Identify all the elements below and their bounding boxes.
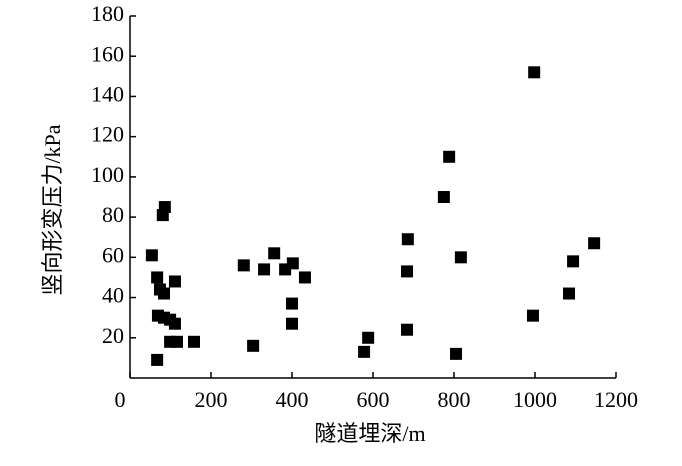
y-tick-label: 60 <box>102 242 124 267</box>
point <box>170 335 183 348</box>
point <box>247 339 260 352</box>
point <box>151 271 164 284</box>
y-tick-label: 180 <box>91 1 124 26</box>
point <box>145 249 158 262</box>
point <box>158 201 171 214</box>
point <box>168 317 181 330</box>
x-tick-label: 1000 <box>513 387 557 412</box>
x-axis-label: 隧道埋深/m <box>314 421 425 446</box>
y-tick-label: 120 <box>91 122 124 147</box>
point <box>187 335 200 348</box>
point <box>158 287 171 300</box>
point <box>286 257 299 270</box>
x-tick-label: 1200 <box>594 387 638 412</box>
y-tick-label: 100 <box>91 162 124 187</box>
point <box>401 323 414 336</box>
point <box>567 255 580 268</box>
y-tick-label: 80 <box>102 202 124 227</box>
point <box>528 66 541 79</box>
point <box>588 237 601 250</box>
point <box>437 191 450 203</box>
x-tick-label: 400 <box>276 387 309 412</box>
x-tick-label: 0 <box>115 387 126 412</box>
x-tick-label: 200 <box>195 387 228 412</box>
point <box>454 251 467 264</box>
y-tick-label: 140 <box>91 81 124 106</box>
point <box>268 247 281 260</box>
point <box>168 275 181 288</box>
x-tick-label: 600 <box>357 387 390 412</box>
y-axis-label: 竖向形变压力/kPa <box>40 124 65 295</box>
point <box>258 263 271 276</box>
point <box>298 271 311 284</box>
x-tick-label: 800 <box>438 387 471 412</box>
point <box>151 353 164 366</box>
point <box>358 345 371 358</box>
point <box>526 309 539 322</box>
point <box>286 317 298 330</box>
point <box>450 347 463 360</box>
y-tick-label: 160 <box>91 41 124 66</box>
y-tick-label: 20 <box>102 323 124 348</box>
point <box>362 331 375 344</box>
point <box>401 265 414 278</box>
point <box>286 297 298 310</box>
point <box>237 259 250 272</box>
point <box>401 233 414 246</box>
point <box>443 150 456 163</box>
y-tick-label: 40 <box>102 283 124 308</box>
point <box>563 287 576 300</box>
